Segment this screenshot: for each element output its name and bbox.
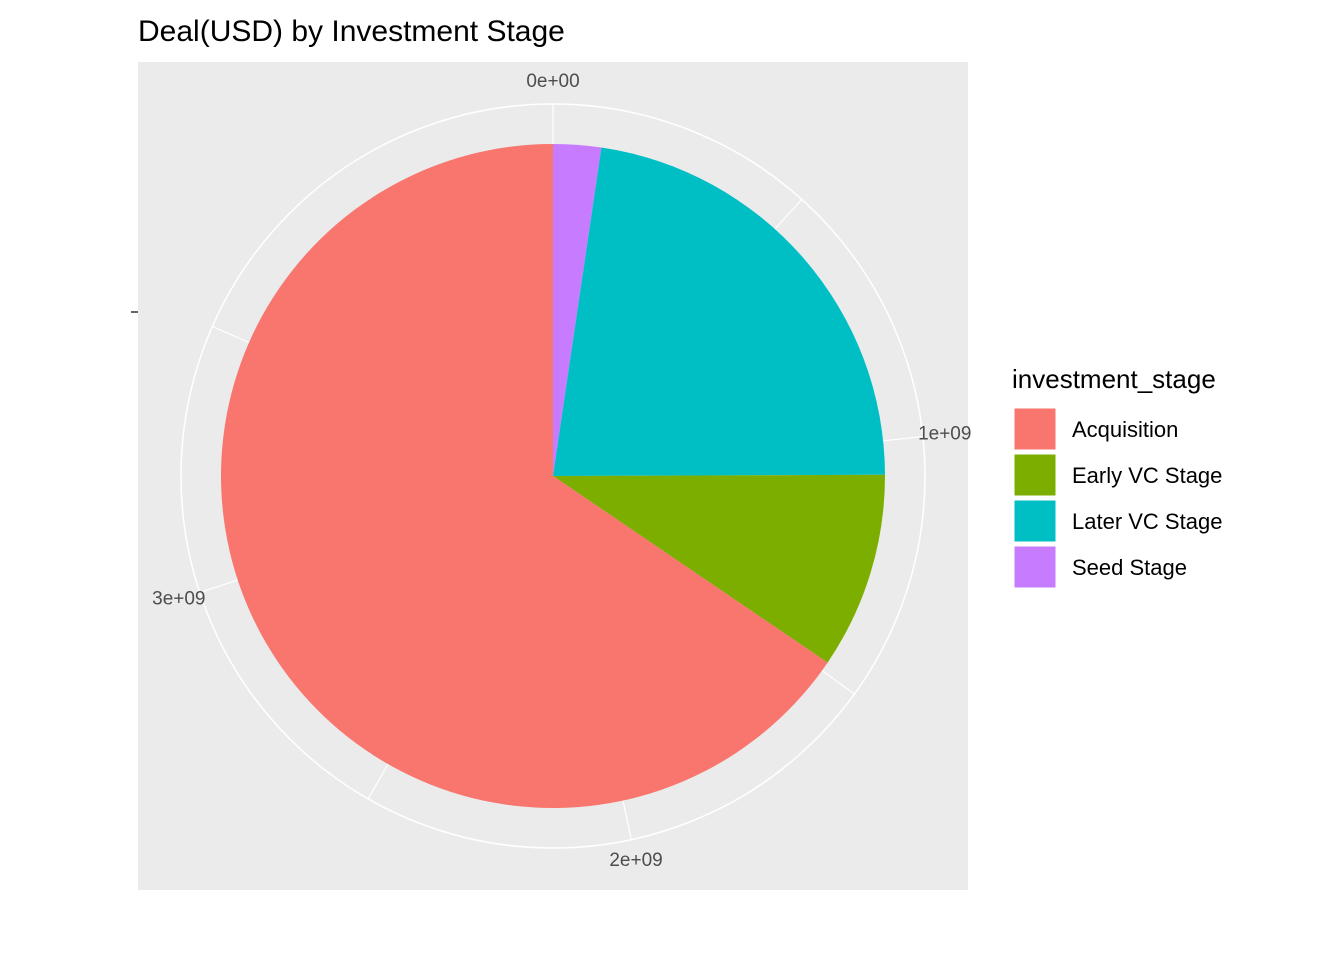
legend-label: Early VC Stage [1072, 463, 1222, 488]
slice-seed-stage [553, 144, 602, 476]
tick-labels: 0e+00 1e+09 2e+09 3e+09 [152, 71, 971, 871]
slice-early-vc-stage [553, 474, 885, 663]
legend-title: investment_stage [1012, 364, 1216, 394]
legend-items: Acquisition Early VC Stage Later VC Stage S… [1013, 407, 1222, 589]
theta-tick-label: 0e+00 [526, 71, 579, 92]
slice-later-vc-stage [553, 147, 885, 476]
theta-tick-label: 3e+09 [152, 588, 205, 609]
chart-title: Deal(USD) by Investment Stage [138, 15, 565, 48]
legend-key [1013, 499, 1057, 543]
slice-layer [220, 144, 885, 809]
legend-key [1013, 453, 1057, 497]
theta-tick-label: 1e+09 [918, 423, 971, 444]
legend-label: Later VC Stage [1072, 509, 1222, 534]
legend: investment_stage Acquisition Early VC Sta… [1012, 364, 1222, 589]
legend-label: Seed Stage [1072, 555, 1187, 580]
legend-label: Acquisition [1072, 417, 1178, 442]
slice-acquisition [220, 144, 828, 809]
legend-key [1013, 407, 1057, 451]
theta-tick-label: 2e+09 [609, 850, 662, 871]
legend-key [1013, 545, 1057, 589]
